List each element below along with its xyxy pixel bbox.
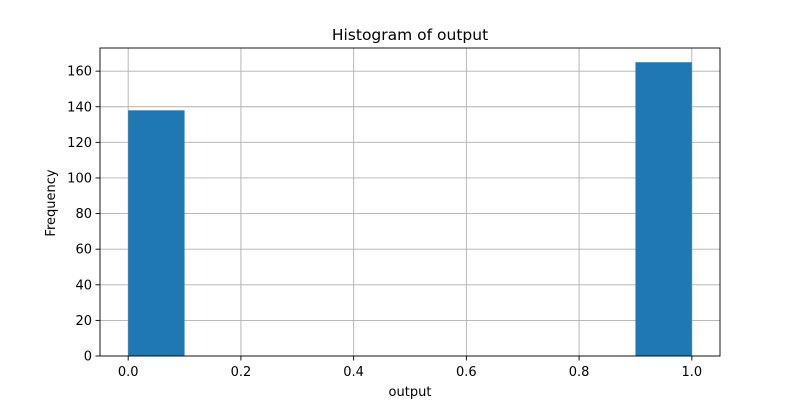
y-tick-label: 40 <box>75 278 92 293</box>
y-tick-label: 140 <box>67 100 92 115</box>
x-tick-label: 0.0 <box>118 365 139 380</box>
y-tick-label: 20 <box>75 314 92 329</box>
y-tick-label: 160 <box>67 65 92 80</box>
histogram-bar <box>128 110 185 357</box>
y-tick-label: 0 <box>84 350 92 365</box>
y-tick-label: 60 <box>75 243 92 258</box>
y-tick-label: 80 <box>75 207 92 222</box>
x-tick-label: 1.0 <box>681 365 702 380</box>
x-tick-label: 0.2 <box>231 365 252 380</box>
ticks-layer: 0.0 0.2 0.4 0.6 0.8 1.0 0 20 40 60 80 100 120 140 160 <box>67 65 702 380</box>
x-tick-label: 0.6 <box>456 365 477 380</box>
plot-frame <box>99 47 721 357</box>
x-tick-label: 0.4 <box>343 365 364 380</box>
y-axis-label: Frequency <box>44 169 59 236</box>
bars-layer <box>128 62 692 357</box>
histogram-bar <box>635 62 692 357</box>
x-axis-label: output <box>389 385 432 400</box>
grid-layer <box>100 48 720 357</box>
y-tick-label: 100 <box>67 171 92 186</box>
y-tick-label: 120 <box>67 136 92 151</box>
chart-title: Histogram of output <box>332 26 488 44</box>
axes-layer <box>99 47 721 357</box>
x-tick-label: 0.8 <box>569 365 590 380</box>
